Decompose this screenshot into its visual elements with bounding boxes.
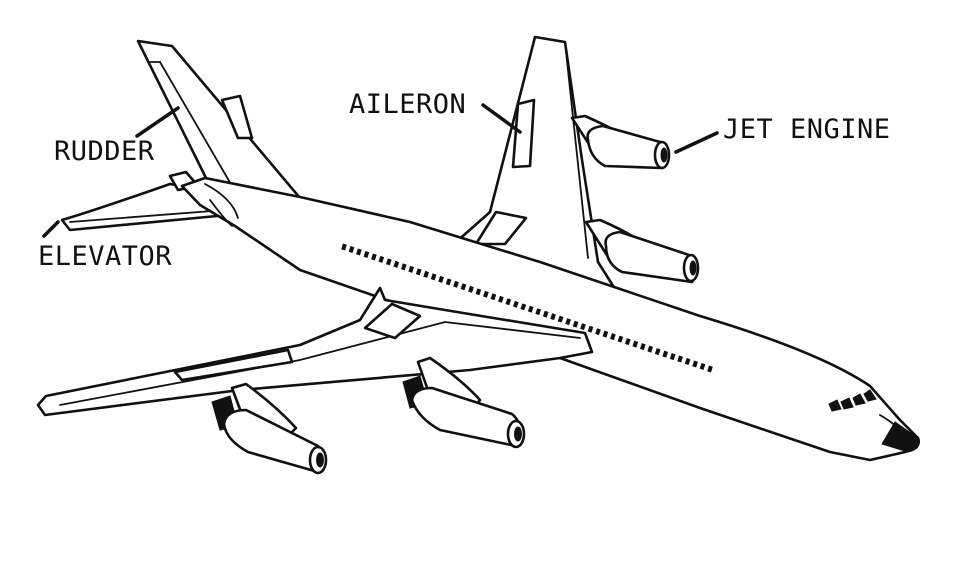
near-wing-aileron <box>173 348 294 382</box>
aileron-label: AILERON <box>349 89 467 120</box>
passenger-window <box>610 333 616 341</box>
elevator-leader <box>42 220 60 238</box>
passenger-window <box>348 246 355 253</box>
passenger-window <box>565 318 571 326</box>
passenger-window <box>692 360 698 368</box>
passenger-window <box>662 350 669 358</box>
passenger-window <box>490 293 497 301</box>
passenger-window <box>647 345 654 353</box>
passenger-window <box>408 265 415 273</box>
passenger-window <box>356 248 362 256</box>
passenger-window <box>430 273 437 281</box>
far-engine-inner <box>584 218 700 284</box>
passenger-window <box>445 278 452 286</box>
passenger-window <box>602 330 609 338</box>
passenger-window <box>378 255 385 263</box>
passenger-window <box>580 323 586 331</box>
nose-cone <box>881 421 920 453</box>
near-wing <box>36 286 594 417</box>
passenger-window <box>557 315 564 323</box>
jet-engine-label: JET ENGINE <box>723 114 891 145</box>
passenger-window <box>535 308 542 316</box>
passenger-window <box>475 288 482 296</box>
aileron-surface <box>511 98 536 169</box>
passenger-window <box>677 355 683 363</box>
passenger-window <box>542 310 549 318</box>
vertical-stabilizer <box>136 39 302 204</box>
passenger-window <box>550 313 556 321</box>
passenger-window <box>654 348 661 356</box>
far-wing <box>453 35 624 302</box>
passenger-window <box>415 268 422 276</box>
far-wing-flap <box>474 210 528 246</box>
passenger-window <box>639 343 646 351</box>
passenger-window <box>707 365 713 373</box>
passenger-window <box>385 258 392 266</box>
passenger-window <box>460 283 467 291</box>
passenger-window <box>371 253 377 261</box>
elevator-label: ELEVATOR <box>38 241 173 272</box>
passenger-window <box>587 325 594 333</box>
far-engine-outer <box>570 114 671 170</box>
passenger-window <box>527 305 534 313</box>
passenger-window <box>453 280 459 288</box>
jet-engine-leader <box>674 131 719 154</box>
dorsal-fin <box>220 94 254 140</box>
near-engine-outer <box>211 382 328 475</box>
aileron-leader <box>481 103 522 134</box>
passenger-window <box>505 298 512 306</box>
passenger-window <box>438 275 444 283</box>
passenger-window <box>699 363 706 370</box>
passenger-window <box>512 300 519 308</box>
passenger-window <box>468 285 474 293</box>
passenger-window <box>400 263 407 271</box>
passenger-window <box>617 335 624 343</box>
passenger-window <box>423 270 430 278</box>
passenger-window <box>669 353 676 361</box>
passenger-window <box>572 320 579 328</box>
passenger-window <box>684 358 691 365</box>
passenger-window <box>520 303 527 311</box>
passenger-window <box>363 251 370 258</box>
near-engine-inner <box>402 356 526 449</box>
passenger-window <box>393 260 400 268</box>
passenger-windows <box>341 243 713 373</box>
passenger-window <box>624 338 631 346</box>
rudder-leader <box>135 106 180 138</box>
rudder-label: RUDDER <box>54 136 155 167</box>
passenger-window <box>632 340 639 348</box>
passenger-window <box>498 295 504 303</box>
fuselage <box>180 176 920 462</box>
passenger-window <box>483 290 489 298</box>
passenger-window <box>341 243 347 251</box>
passenger-window <box>595 328 601 336</box>
near-wing-flap <box>363 302 422 340</box>
